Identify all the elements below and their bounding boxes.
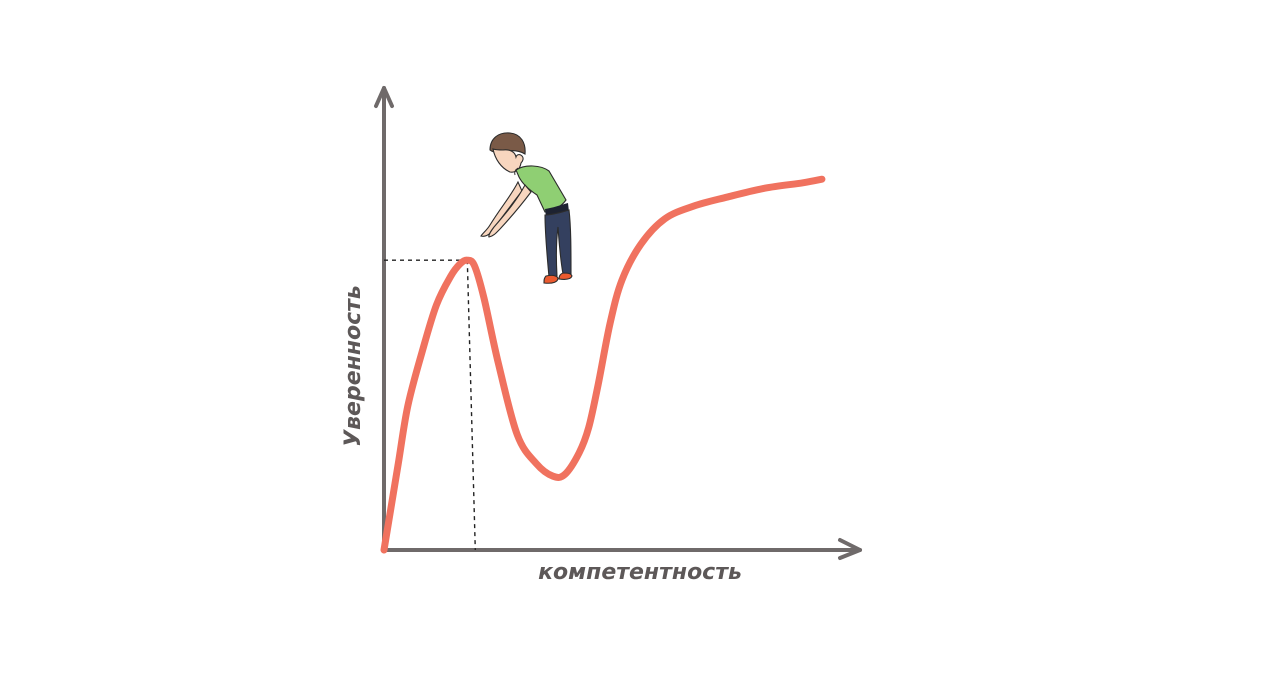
guide-lines: [384, 259, 476, 551]
confidence-curve: [380, 175, 826, 554]
peak-vertical-guide: [466, 260, 476, 551]
axes: [374, 86, 862, 560]
confidence-curve-group: [380, 175, 826, 554]
y-axis-arrowhead: [374, 86, 394, 108]
x-axis-label: компетентность: [538, 560, 742, 585]
pointing-person-icon: [480, 132, 573, 284]
x-axis-arrowhead: [838, 538, 862, 560]
y-axis-label: Уверенность: [341, 285, 366, 447]
